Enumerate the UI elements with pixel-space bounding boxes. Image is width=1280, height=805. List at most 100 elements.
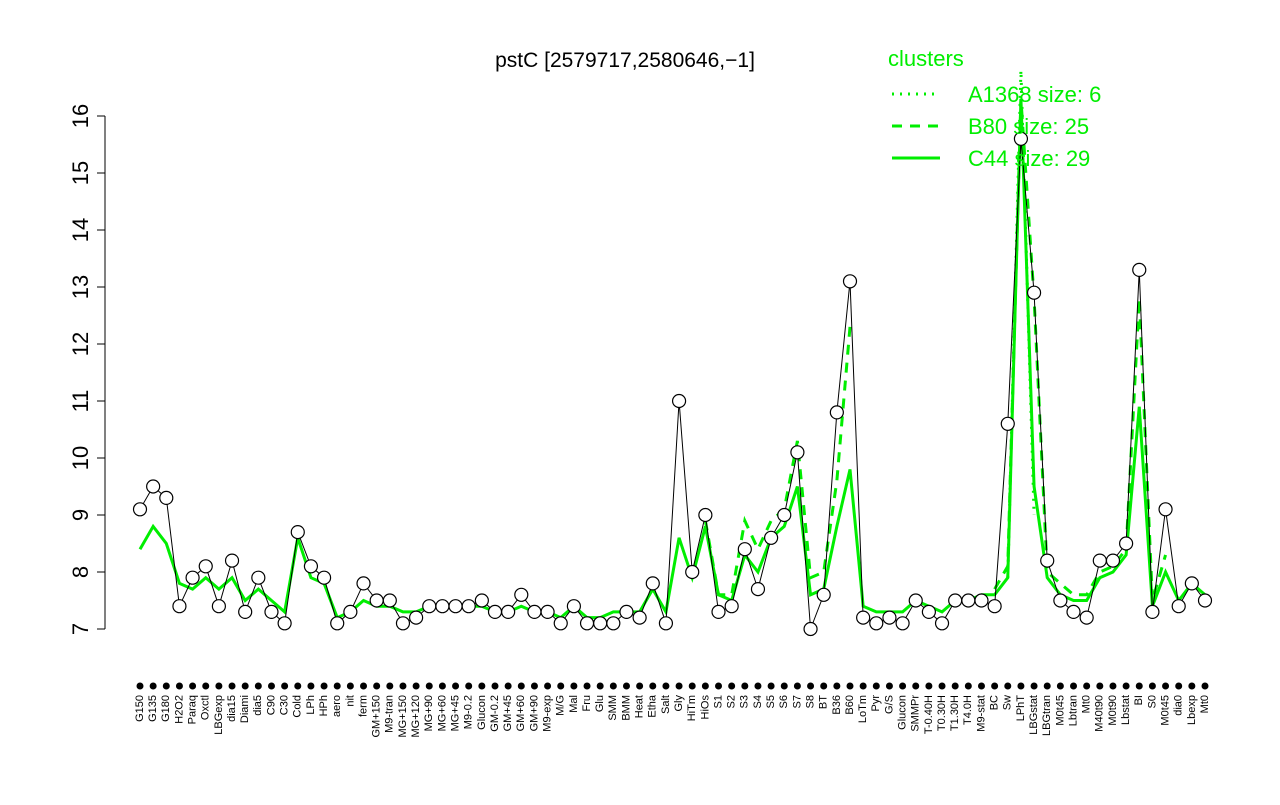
data-point (132, 502, 148, 517)
x-tick-label: S3 (739, 695, 751, 708)
data-point (1066, 604, 1081, 620)
x-tick (267, 682, 275, 690)
data-point (501, 604, 516, 620)
data-point (974, 593, 989, 608)
x-tick-label: Fru (581, 695, 593, 712)
x-tick-label: B36 (831, 695, 843, 715)
cluster-line (138, 98, 1206, 620)
x-tick-label: M/G (555, 695, 567, 716)
x-tick (544, 682, 552, 690)
x-tick-label: GM+60 (515, 695, 527, 731)
x-tick (925, 682, 933, 690)
data-point (1132, 262, 1147, 277)
x-tick (557, 682, 565, 690)
data-point (330, 616, 345, 631)
x-tick-label: T4.0H (962, 695, 974, 725)
data-point (172, 599, 187, 614)
data-point (448, 599, 463, 614)
x-tick-label: C30 (279, 695, 291, 715)
data-point (685, 564, 700, 580)
x-tick (1148, 682, 1156, 690)
y-tick-label: 9 (68, 509, 93, 521)
x-tick-label: SMMPr (910, 695, 922, 732)
x-tick-label: M0t45 (1159, 695, 1171, 726)
x-tick (1070, 682, 1078, 690)
x-tick (452, 682, 460, 690)
x-tick (254, 682, 262, 690)
x-tick-label: G150 (134, 695, 146, 722)
data-point (829, 405, 844, 420)
x-tick (1175, 682, 1183, 690)
x-tick-label: S0 (1146, 695, 1158, 708)
x-tick-label: LoTm (857, 695, 869, 723)
x-tick-label: MG+90 (423, 695, 435, 731)
data-point (316, 570, 332, 585)
x-tick-label: T1.30H (949, 695, 961, 731)
x-tick-label: LBGtran (1041, 695, 1053, 736)
x-tick-label: M9-stat (975, 695, 987, 732)
x-tick-label: HPh (318, 695, 330, 716)
x-tick-label: BC (989, 695, 1001, 710)
data-point (1184, 576, 1199, 591)
x-tick (215, 682, 223, 690)
x-tick (1083, 682, 1091, 690)
x-tick-label: LBGexp (213, 695, 225, 735)
data-point (750, 581, 766, 597)
data-point (409, 610, 424, 625)
x-tick (701, 682, 709, 690)
x-tick (649, 682, 657, 690)
data-point (251, 570, 266, 585)
x-tick-label: M0t45 (1054, 695, 1066, 726)
x-tick (688, 682, 696, 690)
y-tick-label: 13 (68, 275, 93, 299)
x-tick (1201, 682, 1209, 690)
x-tick-label: BI (1133, 695, 1145, 705)
x-tick (622, 682, 630, 690)
x-tick-label: H2O2 (173, 695, 185, 724)
x-tick (162, 682, 170, 690)
data-point (1053, 593, 1068, 608)
x-tick-label: S8 (804, 695, 816, 708)
x-tick-label: C90 (265, 695, 277, 715)
data-point (658, 616, 674, 631)
x-tick-label: Diami (239, 695, 251, 723)
x-tick-label: Sw (1002, 695, 1014, 710)
x-tick-label: G/S (883, 695, 895, 714)
x-tick (885, 682, 893, 690)
data-point (842, 274, 858, 289)
x-tick-label: M9-exp (541, 695, 553, 732)
data-point (343, 604, 358, 620)
x-tick (754, 682, 762, 690)
data-point (238, 604, 253, 620)
data-point (540, 604, 555, 620)
x-tick-label: GM+90 (528, 695, 540, 731)
x-tick (793, 682, 801, 690)
x-tick (991, 682, 999, 690)
x-tick (1122, 682, 1130, 690)
x-tick (583, 682, 591, 690)
x-tick (228, 682, 236, 690)
data-point (1079, 610, 1094, 625)
data-point (764, 530, 779, 545)
x-tick (662, 682, 670, 690)
x-tick (1004, 682, 1012, 690)
data-point (645, 576, 660, 591)
x-tick (977, 682, 985, 690)
data-point (474, 593, 489, 608)
data-point (1040, 553, 1055, 568)
data-point (514, 587, 529, 602)
cluster-line (703, 98, 1168, 601)
x-tick (636, 682, 644, 690)
x-tick-label: Heat (634, 695, 646, 718)
x-tick (373, 682, 381, 690)
x-tick (175, 682, 183, 690)
x-tick-label: BT (818, 695, 830, 709)
x-tick-label: Glucon (476, 695, 488, 730)
x-tick (149, 682, 157, 690)
y-tick-label: 15 (68, 161, 93, 185)
x-tick (938, 682, 946, 690)
x-tick (859, 682, 867, 690)
x-tick (202, 682, 210, 690)
